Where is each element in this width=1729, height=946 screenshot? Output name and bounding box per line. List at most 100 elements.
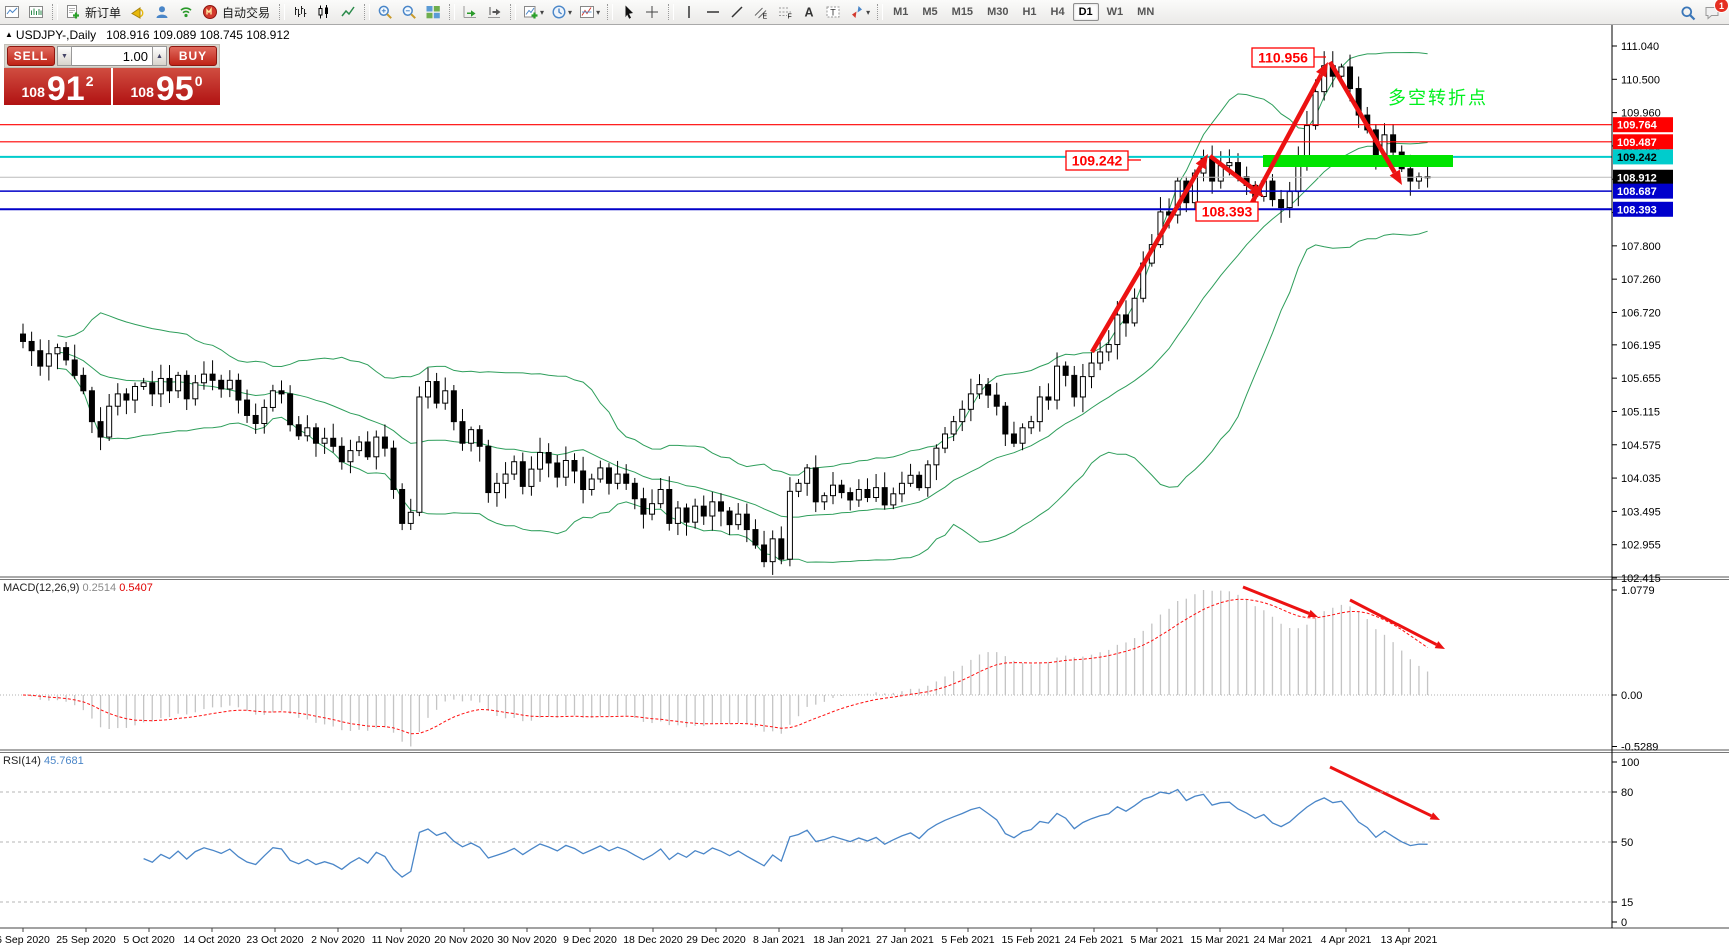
new-order-icon[interactable] [61,1,85,23]
crosshair-icon[interactable] [640,1,664,23]
date-label: 8 Jan 2021 [753,934,805,946]
shapes-icon[interactable] [845,1,869,23]
candle [976,384,983,395]
candle [88,390,95,423]
community-icon[interactable] [150,1,174,23]
candle [631,482,638,500]
volume-increase-button[interactable]: ▲ [152,46,167,66]
candle [640,498,647,515]
vline-icon[interactable] [677,1,701,23]
chevron-down-icon[interactable]: ▾ [568,7,573,17]
timeframe-h4[interactable]: H4 [1050,6,1065,18]
price-annotation-label: 108.393 [1202,204,1253,220]
price-badge-label: 109.487 [1617,137,1657,149]
timeframe-m5[interactable]: M5 [922,6,938,18]
timeframe-m15[interactable]: M15 [951,6,974,18]
autotrade-button-label[interactable]: 自动交易 [222,5,271,20]
bollinger-middle-band [57,142,1428,518]
chart-window-icon[interactable] [0,1,24,23]
cursor-icon[interactable] [616,1,640,23]
sell-button[interactable]: SELL [7,46,55,66]
sell-price[interactable]: 108 91 2 [4,68,111,106]
megaphone-icon[interactable] [126,1,150,23]
candle [1045,396,1052,401]
candle [743,513,750,531]
candle [244,399,251,416]
buy-button[interactable]: BUY [169,46,217,66]
candle [304,427,311,437]
signals-icon[interactable] [174,1,198,23]
candle [200,373,207,384]
candle [338,445,345,463]
volume-decrease-button[interactable]: ▼ [57,46,72,66]
autoscroll-icon[interactable] [458,1,482,23]
candle [1036,396,1043,423]
price-badge [1613,134,1673,150]
tile-windows-icon[interactable] [421,1,445,23]
new-order-button-label[interactable]: 新订单 [85,5,122,20]
price-badge [1613,169,1673,185]
price-badge-label: 108.393 [1617,204,1657,216]
tick-chart-icon[interactable] [24,1,48,23]
timeframe-m30[interactable]: M30 [987,6,1009,18]
candle [726,510,733,526]
candle [252,414,259,424]
candle [80,374,87,392]
candle [1131,297,1138,324]
timeframe-mn[interactable]: MN [1137,6,1155,18]
candle [450,390,457,423]
buy-price[interactable]: 108 95 0 [113,68,220,108]
volume-input[interactable] [72,46,152,66]
periods-icon[interactable] [547,1,571,23]
bars-icon[interactable] [288,1,312,23]
chevron-down-icon[interactable]: ▾ [540,7,545,17]
date-label: 24 Mar 2021 [1254,934,1313,946]
candle [537,451,544,470]
candle [649,503,656,515]
text-icon[interactable]: A [797,1,821,23]
timeframe-w1[interactable]: W1 [1106,6,1124,18]
svg-text:F: F [788,14,792,21]
candle [1347,66,1354,90]
timeframe-d1[interactable]: D1 [1072,3,1099,21]
zoom-in-icon[interactable] [373,1,397,23]
price-badge-label: 108.687 [1617,186,1657,198]
timeframe-h1[interactable]: H1 [1022,6,1037,18]
candle [1226,162,1233,167]
fibo-icon[interactable]: F [773,1,797,23]
buy-price-pips: 95 [155,69,194,108]
templates-icon[interactable] [575,1,599,23]
candle [1010,433,1017,444]
price-tick-label: 106.195 [1621,340,1661,352]
autotrade-icon[interactable] [198,1,222,23]
candle [312,427,319,444]
timeframe-m1[interactable]: M1 [893,6,909,18]
date-label: 13 Apr 2021 [1381,934,1438,946]
zoom-out-icon[interactable] [397,1,421,23]
notification-badge[interactable]: 1 [1714,0,1729,13]
candle [709,501,716,517]
channel-icon[interactable]: E [749,1,773,23]
candle [1407,168,1414,182]
chevron-down-icon[interactable]: ▾ [596,7,601,17]
candle [433,381,440,404]
candle [967,393,974,410]
line-chart-icon[interactable] [336,1,360,23]
chevron-down-icon[interactable]: ▾ [866,7,871,17]
trendline-icon[interactable] [725,1,749,23]
candle [347,450,354,463]
candle [1054,365,1061,401]
candles-icon[interactable] [312,1,336,23]
collapse-panel-icon[interactable]: ▲ [5,30,13,39]
macd-axis-min: -0.5289 [1621,742,1658,754]
price-annotation-label: 109.242 [1072,153,1123,169]
candle [545,451,552,464]
candle [97,421,104,438]
label-icon[interactable]: T [821,1,845,23]
candle [399,488,406,524]
indicators-icon[interactable] [519,1,543,23]
search-icon[interactable] [1676,2,1700,24]
chart-shift-icon[interactable] [482,1,506,23]
hline-icon[interactable] [701,1,725,23]
date-label: 15 Feb 2021 [1002,934,1061,946]
